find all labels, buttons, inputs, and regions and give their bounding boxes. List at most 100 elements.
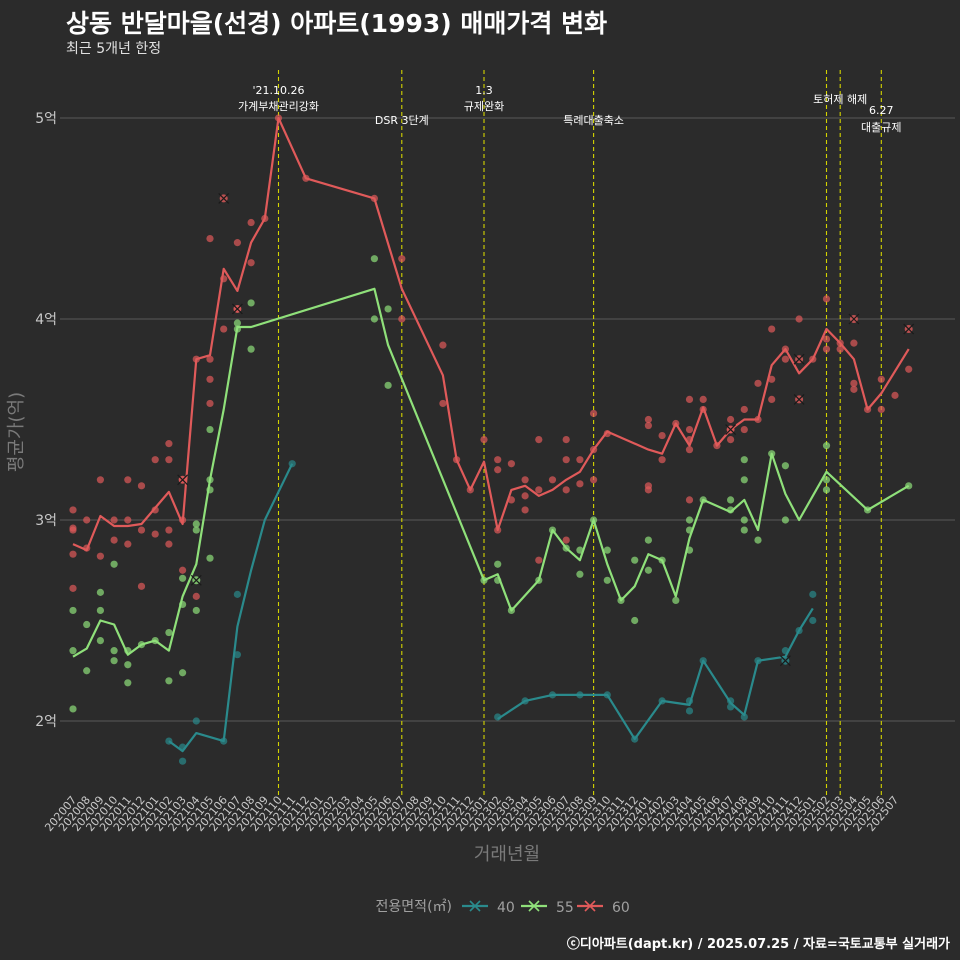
y-tick-label: 5억 — [35, 111, 57, 127]
data-point — [631, 616, 639, 625]
data-point — [439, 399, 447, 408]
data-point — [562, 456, 570, 464]
data-point — [822, 442, 831, 450]
data-point — [179, 757, 187, 765]
data-point — [439, 341, 447, 349]
annotation-label: DSR 3단계 — [375, 114, 429, 127]
legend-swatch-mark — [469, 900, 481, 912]
data-point — [768, 375, 776, 383]
series-line — [72, 116, 910, 552]
annotation-label: 규제완화 — [464, 100, 504, 113]
data-point — [192, 526, 200, 534]
data-point — [685, 496, 694, 504]
data-point — [822, 335, 831, 343]
data-point — [494, 560, 502, 568]
cancelled-x-mark — [793, 353, 805, 365]
data-point — [151, 506, 159, 514]
data-point — [83, 516, 91, 524]
data-point — [727, 415, 735, 424]
data-point — [768, 325, 776, 333]
data-point — [494, 456, 502, 464]
data-point — [247, 345, 255, 353]
data-point — [905, 365, 913, 373]
data-point — [151, 456, 159, 464]
data-point — [110, 657, 118, 665]
data-point — [206, 554, 214, 562]
data-point — [658, 456, 666, 464]
series-line — [168, 463, 294, 753]
data-point — [247, 299, 255, 307]
data-point — [233, 239, 241, 247]
data-point — [672, 596, 680, 605]
data-point — [740, 526, 748, 534]
data-point — [96, 637, 104, 645]
data-point — [535, 556, 543, 564]
data-point — [795, 315, 803, 323]
data-point — [192, 717, 200, 725]
cancelled-x-mark — [190, 574, 202, 586]
data-point — [740, 425, 748, 434]
data-point — [206, 235, 214, 243]
data-point — [165, 628, 173, 637]
data-point — [754, 379, 762, 387]
data-point — [877, 405, 885, 414]
data-point — [206, 425, 214, 434]
annotation-label: '21.10.26 — [252, 84, 304, 97]
data-point — [220, 325, 228, 333]
series-40 — [165, 460, 817, 765]
legend-label: 40 — [497, 900, 515, 916]
data-point — [96, 552, 104, 560]
annotation-label: 특례대출축소 — [563, 114, 624, 127]
data-point — [809, 616, 817, 625]
series-line — [497, 607, 814, 741]
data-point — [562, 436, 570, 444]
data-point — [137, 526, 146, 534]
data-point — [535, 486, 543, 494]
data-point — [206, 375, 214, 383]
cancelled-x-mark — [218, 192, 230, 204]
data-point — [124, 540, 132, 548]
y-tick-label: 4억 — [35, 312, 57, 328]
cancelled-x-mark — [793, 393, 805, 405]
y-tick-label: 3억 — [35, 513, 57, 529]
data-point — [781, 516, 790, 524]
data-point — [521, 476, 529, 484]
data-point — [179, 669, 187, 677]
data-point — [206, 355, 214, 363]
data-point — [658, 431, 666, 440]
annotation-label: 토허제 해제 — [813, 92, 867, 106]
data-point — [644, 415, 653, 424]
data-point — [165, 456, 173, 464]
data-point — [480, 436, 488, 444]
data-point — [631, 556, 639, 564]
data-point — [192, 606, 200, 615]
data-point — [494, 466, 502, 474]
legend-label: 60 — [612, 900, 630, 916]
chart-title: 상동 반달마을(선경) 아파트(1993) 매매가격 변화 — [66, 9, 608, 38]
data-point — [83, 667, 91, 675]
data-point — [562, 486, 570, 494]
data-point — [69, 506, 77, 514]
data-point — [83, 620, 91, 629]
data-point — [685, 446, 694, 454]
data-point — [809, 590, 817, 598]
annotation-label: 6.27 — [869, 104, 894, 117]
data-point — [644, 536, 653, 544]
data-point — [822, 295, 831, 303]
data-point — [137, 582, 146, 590]
cancelled-x-mark — [779, 655, 791, 667]
data-point — [850, 339, 858, 347]
data-point — [370, 315, 378, 323]
data-point — [398, 255, 406, 263]
cancelled-x-mark — [848, 313, 860, 325]
data-point — [740, 476, 748, 484]
data-point — [110, 647, 118, 655]
data-point — [233, 319, 241, 327]
data-point — [69, 584, 77, 592]
data-point — [521, 492, 529, 500]
data-point — [877, 375, 885, 383]
annotation-label: 대출규제 — [861, 121, 901, 134]
data-point — [699, 395, 707, 403]
data-point — [781, 462, 790, 470]
data-point — [398, 315, 406, 323]
